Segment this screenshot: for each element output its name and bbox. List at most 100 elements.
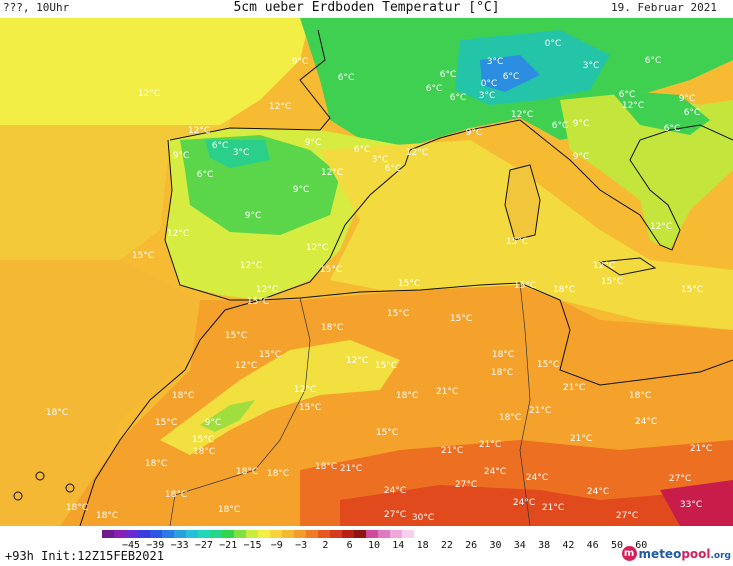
coastline-sicily	[598, 257, 657, 276]
map-title: 5cm ueber Erdboden Temperatur [°C]	[233, 0, 500, 15]
forecast-date-label: 19. Februar 2021	[611, 1, 717, 14]
temperature-label: 21°C	[570, 434, 592, 444]
legend-swatch	[174, 530, 186, 538]
temperature-label: 15°C	[225, 331, 247, 341]
legend-swatch	[102, 530, 114, 538]
temperature-label: 12°C	[256, 285, 278, 295]
legend-tick: 60	[635, 540, 648, 551]
temperature-label: 27°C	[616, 511, 638, 521]
temperature-label: 33°C	[680, 500, 702, 510]
temperature-label: 21°C	[542, 503, 564, 513]
temperature-label: 18°C	[165, 490, 187, 500]
temperature-label: 3°C	[233, 148, 250, 158]
temperature-label: 15°C	[320, 265, 342, 275]
temperature-label: 6°C	[440, 70, 457, 80]
border-algeria-tunisia-libya	[519, 282, 531, 526]
temperature-label: 12°C	[346, 356, 368, 366]
legend-tick: −27	[194, 540, 213, 551]
temperature-label: 27°C	[455, 480, 477, 490]
coastline-morocco	[79, 309, 226, 526]
legend-swatch	[378, 530, 390, 538]
temperature-label: 18°C	[193, 447, 215, 457]
temperature-label: 18°C	[172, 391, 194, 401]
sea-atlantic-south	[0, 260, 230, 526]
legend-tick: 42	[562, 540, 575, 551]
alps-coldest	[480, 55, 540, 92]
legend-tick: −15	[243, 540, 262, 551]
temperature-label: 18°C	[315, 462, 337, 472]
temperature-label: 9°C	[173, 151, 190, 161]
temperature-label: 12°C	[321, 168, 343, 178]
temperature-label: 12°C	[294, 385, 316, 395]
temperature-label: 6°C	[619, 90, 636, 100]
temperature-label: 9°C	[293, 185, 310, 195]
legend-tick: 2	[322, 540, 329, 551]
temperature-label: 18°C	[491, 368, 513, 378]
temperature-label: 12°C	[306, 243, 328, 253]
temperature-label: 12°C	[622, 101, 644, 111]
legend-tick: 14	[392, 540, 405, 551]
temperature-label: 6°C	[684, 108, 701, 118]
island-canary-2	[65, 483, 75, 493]
temperature-label: 0°C	[545, 39, 562, 49]
temperature-label: 6°C	[503, 72, 520, 82]
temperature-label: 24°C	[513, 498, 535, 508]
legend-swatch	[294, 530, 306, 538]
atlas-green	[200, 400, 255, 432]
temperature-label: 15°C	[681, 285, 703, 295]
meteopool-logo-icon: m	[621, 546, 637, 561]
legend-swatch	[366, 530, 378, 538]
temperature-label: 15°C	[387, 309, 409, 319]
temperature-label: 12°C	[167, 229, 189, 239]
temperature-label: 18°C	[553, 285, 575, 295]
temperature-label: 24°C	[526, 473, 548, 483]
island-canary-1	[35, 471, 45, 481]
temperature-label: 15°C	[192, 435, 214, 445]
temperature-label: 6°C	[426, 84, 443, 94]
temperature-label: 9°C	[205, 418, 222, 428]
temperature-label: 3°C	[487, 57, 504, 67]
temperature-label: 18°C	[321, 323, 343, 333]
temperature-label: 12°C	[406, 148, 428, 158]
temperature-labels: 9°C6°C12°C12°C0°C3°C6°C 6°C6°C 0°C6°C 3°C3°…	[46, 39, 712, 523]
legend-swatch	[306, 530, 318, 538]
meteopool-logo[interactable]: m meteopool.org	[621, 546, 731, 561]
temperature-label: 24°C	[384, 486, 406, 496]
temperature-label: 6°C	[197, 170, 214, 180]
legend-swatch	[354, 530, 366, 538]
temperature-label: 9°C	[573, 119, 590, 129]
temperature-label: 15°C	[247, 297, 269, 307]
temperature-label: 18°C	[499, 413, 521, 423]
legend-tick-labels: −45 −39 −33 −27 −21 −15 −9 −3 2 6 10 14 18 22 26 30 34 38…	[0, 540, 733, 552]
temperature-label: 18°C	[396, 391, 418, 401]
temperature-label: 21°C	[441, 446, 463, 456]
coastline-iberia	[164, 139, 411, 301]
temperature-label: 18°C	[629, 391, 651, 401]
legend-tick: 50	[610, 540, 624, 551]
legend-tick: −3	[295, 540, 308, 551]
legend-tick: 46	[586, 540, 599, 551]
temperature-label: 15°C	[506, 237, 528, 247]
temperature-label: 9°C	[245, 211, 262, 221]
temperature-label: 15°C	[601, 277, 623, 287]
temperature-label: 21°C	[690, 444, 712, 454]
temperature-label: 9°C	[292, 57, 309, 67]
temperature-label: 6°C	[450, 93, 467, 103]
temperature-label: 3°C	[372, 155, 389, 165]
logo-pool: pool	[681, 546, 711, 561]
coastline-italy-france	[409, 119, 733, 251]
legend-swatch	[270, 530, 282, 538]
temperature-label: 9°C	[679, 94, 696, 104]
temperature-label: 15°C	[450, 314, 472, 324]
temperature-label: 18°C	[492, 350, 514, 360]
temperature-label: 18°C	[236, 467, 258, 477]
temperature-label: 12°C	[235, 361, 257, 371]
temperature-label: 6°C	[645, 56, 662, 66]
temperature-label: 9°C	[466, 128, 483, 138]
temperature-label: 12°C	[188, 126, 210, 136]
temperature-label: 24°C	[587, 487, 609, 497]
hottest-zone	[660, 480, 733, 526]
temperature-label: 15°C	[132, 251, 154, 261]
legend-tick: −33	[170, 540, 189, 551]
temperature-label: 6°C	[385, 164, 402, 174]
